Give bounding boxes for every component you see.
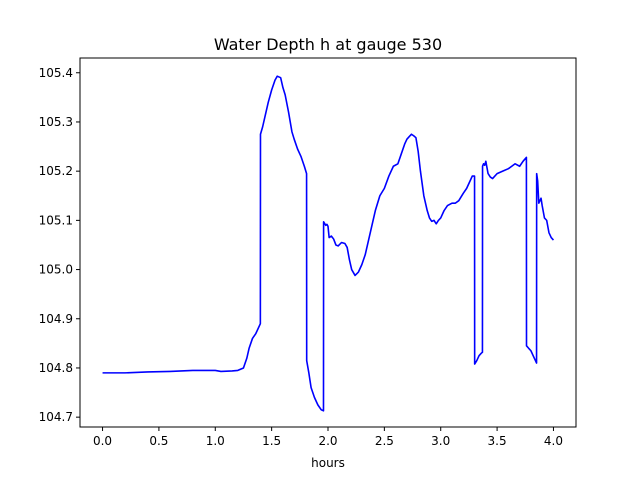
x-tick-label: 2.0 <box>318 434 337 448</box>
x-axis: 0.0 0.5 1.0 1.5 2.0 2.5 3.0 3.5 4.0 <box>93 427 563 448</box>
plot-frame <box>79 57 577 428</box>
y-tick-label: 105.0 <box>39 263 73 277</box>
y-axis: 104.7 104.8 104.9 105.0 105.1 105.2 105.3 105.4 <box>39 66 80 424</box>
y-tick-label: 104.7 <box>39 410 73 424</box>
x-tick-label: 1.5 <box>262 434 281 448</box>
chart-title: Water Depth h at gauge 530 <box>214 35 442 54</box>
x-tick-label: 0.0 <box>93 434 112 448</box>
x-axis-label: hours <box>311 456 345 470</box>
x-tick-label: 0.5 <box>149 434 168 448</box>
x-tick-label: 2.5 <box>375 434 394 448</box>
y-tick-label: 105.3 <box>39 115 73 129</box>
x-tick-label: 1.0 <box>206 434 225 448</box>
y-tick-label: 104.9 <box>39 312 73 326</box>
y-tick-label: 105.4 <box>39 66 73 80</box>
y-tick-label: 105.2 <box>39 164 73 178</box>
y-tick-label: 105.1 <box>39 213 73 227</box>
x-tick-label: 3.0 <box>431 434 450 448</box>
y-tick-label: 104.8 <box>39 361 73 375</box>
series-line-0 <box>102 75 555 412</box>
x-tick-label: 3.5 <box>488 434 507 448</box>
x-tick-label: 4.0 <box>544 434 563 448</box>
plot-area <box>102 75 555 412</box>
